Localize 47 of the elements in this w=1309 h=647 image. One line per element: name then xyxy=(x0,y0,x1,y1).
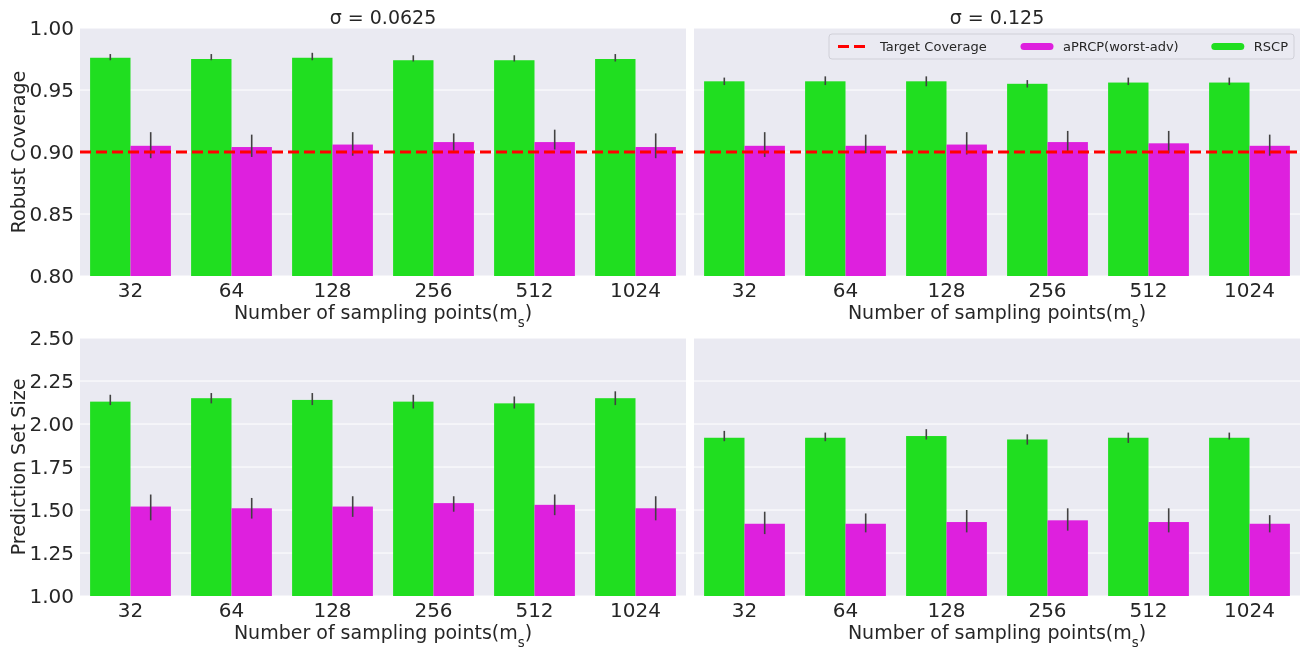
y-tick-label: 0.95 xyxy=(29,78,74,102)
y-tick-label: 1.00 xyxy=(29,584,74,608)
x-tick-label: 256 xyxy=(414,598,453,622)
y-tick-label: 2.50 xyxy=(29,326,74,350)
x-tick-label: 1024 xyxy=(610,278,661,302)
x-tick-label: 128 xyxy=(313,598,352,622)
x-tick-label: 128 xyxy=(313,278,352,302)
chart-title: σ = 0.0625 xyxy=(329,6,437,28)
x-tick-label: 1024 xyxy=(1224,278,1275,302)
x-axis-title: Number of sampling points(m$_{s}$) xyxy=(847,621,1147,647)
x-axis-title: Number of sampling points(m$_{s}$) xyxy=(233,301,533,330)
y-tick-label: 1.50 xyxy=(29,498,74,522)
y-axis-title: Prediction Set Size xyxy=(7,378,29,556)
y-tick-label: 1.75 xyxy=(29,455,74,479)
x-tick-label: 32 xyxy=(731,278,758,302)
y-tick-label: 1.25 xyxy=(29,541,74,565)
x-tick-label: 64 xyxy=(832,598,859,622)
x-tick-label: 64 xyxy=(218,598,245,622)
x-tick-label: 256 xyxy=(1028,278,1067,302)
x-tick-label: 512 xyxy=(1129,598,1168,622)
x-tick-label: 128 xyxy=(927,278,966,302)
legend-label: aPRCP(worst-adv) xyxy=(1063,39,1179,54)
x-tick-label: 1024 xyxy=(610,598,661,622)
y-tick-label: 0.80 xyxy=(29,264,74,288)
y-tick-label: 2.25 xyxy=(29,369,74,393)
x-tick-label: 256 xyxy=(414,278,453,302)
x-tick-label: 512 xyxy=(515,598,554,622)
legend-label: RSCP xyxy=(1253,39,1289,54)
x-tick-label: 32 xyxy=(117,598,144,622)
x-tick-label: 64 xyxy=(218,278,245,302)
x-axis-title: Number of sampling points(m$_{s}$) xyxy=(847,301,1147,330)
y-tick-label: 2.00 xyxy=(29,412,74,436)
x-tick-label: 256 xyxy=(1028,598,1067,622)
y-tick-label: 0.90 xyxy=(29,140,74,164)
x-tick-label: 32 xyxy=(117,278,144,302)
x-tick-label: 32 xyxy=(731,598,758,622)
legend-label: Target Coverage xyxy=(879,39,987,54)
x-tick-label: 128 xyxy=(927,598,966,622)
x-tick-label: 512 xyxy=(1129,278,1168,302)
x-tick-label: 1024 xyxy=(1224,598,1275,622)
x-tick-label: 64 xyxy=(832,278,859,302)
chart-title: σ = 0.125 xyxy=(949,6,1045,28)
y-axis-title: Robust Coverage xyxy=(7,70,29,234)
x-tick-label: 512 xyxy=(515,278,554,302)
x-axis-title: Number of sampling points(m$_{s}$) xyxy=(233,621,533,647)
y-tick-label: 0.85 xyxy=(29,202,74,226)
y-tick-label: 1.00 xyxy=(29,16,74,40)
